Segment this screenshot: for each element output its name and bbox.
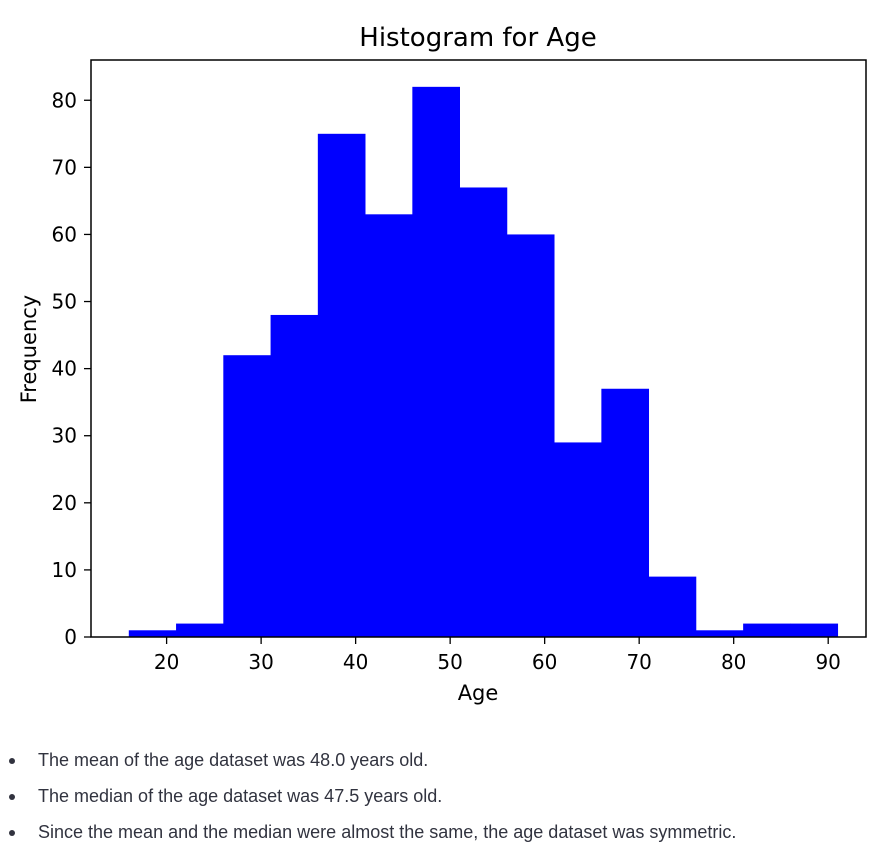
y-tick-label: 30	[52, 424, 77, 448]
x-tick-label: 60	[532, 650, 557, 674]
y-tick-label: 20	[52, 491, 77, 515]
note-median: The median of the age dataset was 47.5 y…	[0, 778, 881, 814]
y-tick-label: 60	[52, 222, 77, 246]
histogram-bar	[790, 623, 839, 637]
bullet-icon	[9, 794, 15, 800]
bars-group	[128, 86, 839, 638]
x-tick-label: 80	[721, 650, 746, 674]
x-tick-label: 40	[343, 650, 368, 674]
note-symmetry-text: Since the mean and the median were almos…	[38, 822, 737, 842]
histogram-bar	[554, 442, 602, 637]
histogram-bar	[601, 388, 650, 637]
bullet-icon	[9, 758, 15, 764]
histogram-bar	[695, 630, 744, 637]
histogram-bar	[648, 576, 697, 637]
chart-title: Histogram for Age	[359, 23, 596, 53]
y-tick-label: 80	[52, 88, 77, 112]
note-symmetry: Since the mean and the median were almos…	[0, 814, 881, 850]
histogram-chart: Histogram for Age 20 30 40 50 60 70 80 90 0 10 20…	[17, 23, 867, 705]
note-mean-text: The mean of the age dataset was 48.0 yea…	[38, 750, 429, 770]
y-tick-label: 70	[52, 155, 77, 179]
note-median-text: The median of the age dataset was 47.5 y…	[38, 786, 443, 806]
histogram-bar	[412, 86, 460, 637]
histogram-bar	[506, 234, 555, 637]
y-axis-ticks: 0 10 20 30 40 50 60 70 80	[52, 88, 91, 649]
chart-svg: Histogram for Age 20 30 40 50 60 70 80 90 0 10 20…	[17, 23, 867, 705]
histogram-bar	[128, 630, 177, 637]
histogram-bar	[317, 133, 366, 638]
histogram-bar	[365, 214, 413, 637]
x-tick-label: 20	[154, 650, 179, 674]
x-tick-label: 30	[248, 650, 273, 674]
x-tick-label: 90	[815, 650, 840, 674]
y-axis-label: Frequency	[17, 295, 41, 404]
plot-frame	[90, 59, 867, 638]
y-tick-label: 0	[64, 625, 77, 649]
histogram-bar	[270, 314, 319, 637]
histogram-bar	[223, 355, 271, 637]
x-axis-ticks: 20 30 40 50 60 70 80 90	[154, 637, 841, 674]
histogram-bar	[743, 623, 791, 637]
histogram-bar	[459, 187, 508, 637]
x-tick-label: 50	[437, 650, 462, 674]
note-mean: The mean of the age dataset was 48.0 yea…	[0, 742, 881, 778]
x-tick-label: 70	[626, 650, 651, 674]
bullet-icon	[9, 830, 15, 836]
x-axis-label: Age	[458, 681, 499, 705]
y-tick-label: 40	[52, 357, 77, 381]
y-tick-label: 10	[52, 558, 77, 582]
summary-notes: The mean of the age dataset was 48.0 yea…	[0, 742, 881, 850]
histogram-bar	[176, 623, 224, 637]
y-tick-label: 50	[52, 290, 77, 314]
